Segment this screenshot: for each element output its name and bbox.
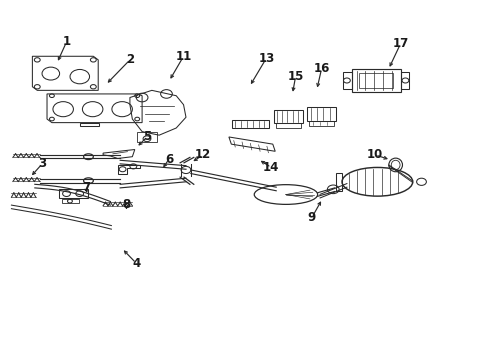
Text: 10: 10 — [366, 148, 383, 161]
Text: 11: 11 — [175, 50, 191, 63]
Text: 12: 12 — [195, 148, 211, 161]
Text: 7: 7 — [82, 181, 90, 194]
Text: 1: 1 — [62, 35, 70, 49]
Text: 2: 2 — [125, 53, 134, 66]
Text: 17: 17 — [391, 37, 408, 50]
Text: 15: 15 — [287, 69, 303, 82]
Text: 13: 13 — [258, 51, 274, 64]
Text: 9: 9 — [307, 211, 315, 224]
Text: 8: 8 — [122, 198, 130, 211]
Text: 3: 3 — [38, 157, 46, 170]
Text: 5: 5 — [142, 130, 151, 144]
Text: 4: 4 — [132, 257, 140, 270]
Text: 6: 6 — [164, 153, 173, 166]
Text: 14: 14 — [263, 161, 279, 174]
Text: 16: 16 — [313, 62, 329, 75]
